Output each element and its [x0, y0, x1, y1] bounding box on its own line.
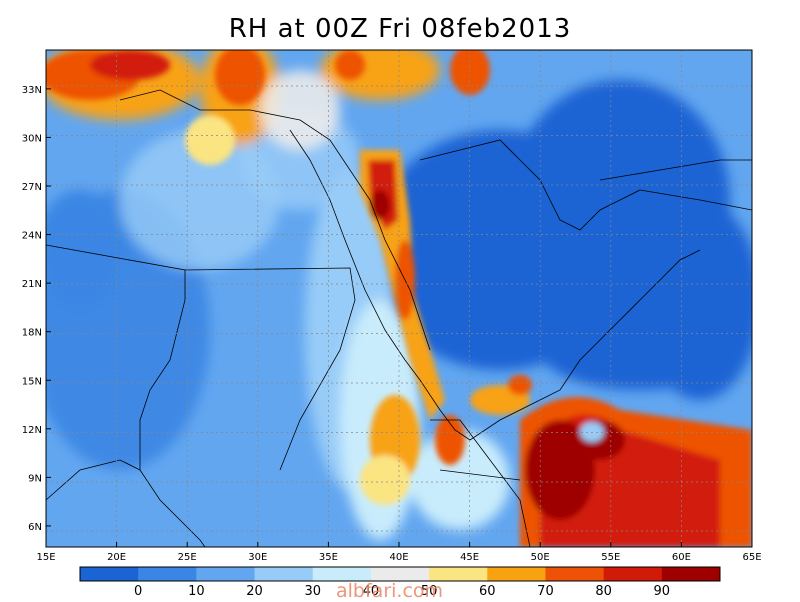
y-axis: 6N 9N 12N 15N 18N 21N 24N 27N 30N 33N — [22, 85, 51, 533]
colorbar-label: 50 — [421, 584, 438, 599]
colorbar-label: 10 — [188, 584, 205, 599]
colorbar-frame — [79, 566, 721, 582]
x-tick-label: 50E — [531, 552, 550, 563]
x-tick-label: 30E — [248, 552, 267, 563]
colorbar: 0 10 20 30 40 50 60 70 80 90 — [79, 566, 721, 599]
colorbar-swatch — [254, 567, 314, 581]
colorbar-swatch — [487, 567, 546, 581]
x-tick-label: 65E — [742, 552, 761, 563]
colorbar-swatch — [196, 567, 256, 581]
y-tick-label: 21N — [22, 279, 42, 290]
colorbar-swatch — [429, 567, 488, 581]
y-tick-label: 12N — [22, 425, 42, 436]
map-title: RH at 00Z Fri 08feb2013 — [228, 14, 572, 44]
y-tick-label: 33N — [22, 85, 42, 96]
colorbar-swatch — [80, 567, 139, 581]
colorbar-swatch — [545, 567, 605, 581]
y-tick-label: 27N — [22, 182, 42, 193]
x-tick-label: 45E — [460, 552, 479, 563]
y-tick-label: 30N — [22, 133, 42, 144]
colorbar-label: 90 — [654, 584, 671, 599]
x-axis: 15E 20E 25E 30E 35E 40E 45E 50E 55E 60E 65E — [36, 542, 762, 563]
coastlines — [46, 89, 752, 547]
rh-field — [46, 50, 752, 547]
colorbar-swatch — [138, 567, 197, 581]
y-tick-label: 6N — [28, 522, 42, 533]
watermark: albfari.com — [336, 580, 444, 602]
colorbar-label: 40 — [363, 584, 380, 599]
colorbar-swatch — [603, 567, 663, 581]
x-tick-label: 20E — [107, 552, 126, 563]
x-tick-label: 25E — [178, 552, 197, 563]
x-tick-label: 35E — [319, 552, 338, 563]
colorbar-label: 80 — [595, 584, 612, 599]
colorbar-swatch — [312, 567, 372, 581]
y-tick-label: 15N — [22, 376, 42, 387]
colorbar-label: 30 — [304, 584, 321, 599]
y-tick-label: 18N — [22, 328, 42, 339]
x-tick-label: 60E — [672, 552, 691, 563]
colorbar-swatch — [661, 567, 721, 581]
colorbar-label: 70 — [537, 584, 554, 599]
x-tick-label: 15E — [36, 552, 55, 563]
colorbar-label: 60 — [479, 584, 496, 599]
x-tick-label: 40E — [389, 552, 408, 563]
colorbar-swatch — [370, 567, 430, 581]
y-tick-label: 9N — [28, 473, 42, 484]
y-tick-label: 24N — [22, 231, 42, 242]
colorbar-label: 0 — [134, 584, 142, 599]
x-tick-label: 55E — [601, 552, 620, 563]
colorbar-label: 20 — [246, 584, 263, 599]
